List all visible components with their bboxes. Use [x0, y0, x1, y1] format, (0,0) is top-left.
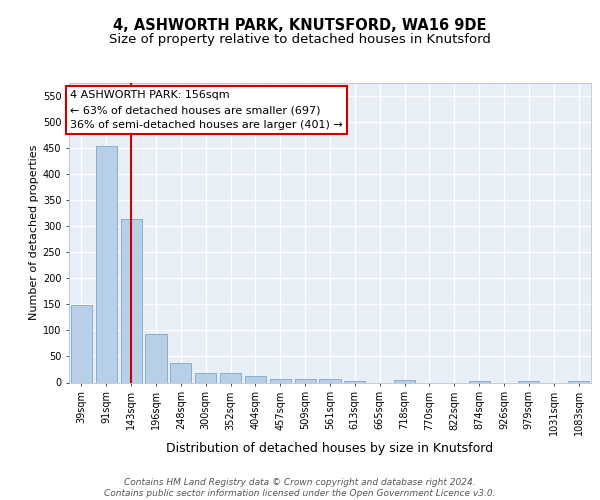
Bar: [319, 380, 341, 382]
Text: 4, ASHWORTH PARK, KNUTSFORD, WA16 9DE: 4, ASHWORTH PARK, KNUTSFORD, WA16 9DE: [113, 18, 487, 32]
Bar: [295, 379, 316, 382]
Bar: [518, 381, 539, 382]
Bar: [344, 381, 365, 382]
Bar: [245, 376, 266, 382]
Bar: [270, 380, 291, 382]
Bar: [71, 306, 92, 382]
Bar: [170, 362, 191, 382]
Bar: [195, 373, 216, 382]
Bar: [568, 381, 589, 382]
Bar: [121, 219, 142, 382]
Text: Contains HM Land Registry data © Crown copyright and database right 2024.
Contai: Contains HM Land Registry data © Crown c…: [104, 478, 496, 498]
Bar: [145, 334, 167, 382]
Text: 4 ASHWORTH PARK: 156sqm
← 63% of detached houses are smaller (697)
36% of semi-d: 4 ASHWORTH PARK: 156sqm ← 63% of detache…: [70, 90, 343, 130]
Y-axis label: Number of detached properties: Number of detached properties: [29, 145, 38, 320]
Bar: [220, 372, 241, 382]
Bar: [394, 380, 415, 382]
Bar: [469, 381, 490, 382]
Text: Size of property relative to detached houses in Knutsford: Size of property relative to detached ho…: [109, 32, 491, 46]
Bar: [96, 146, 117, 382]
X-axis label: Distribution of detached houses by size in Knutsford: Distribution of detached houses by size …: [166, 442, 494, 456]
